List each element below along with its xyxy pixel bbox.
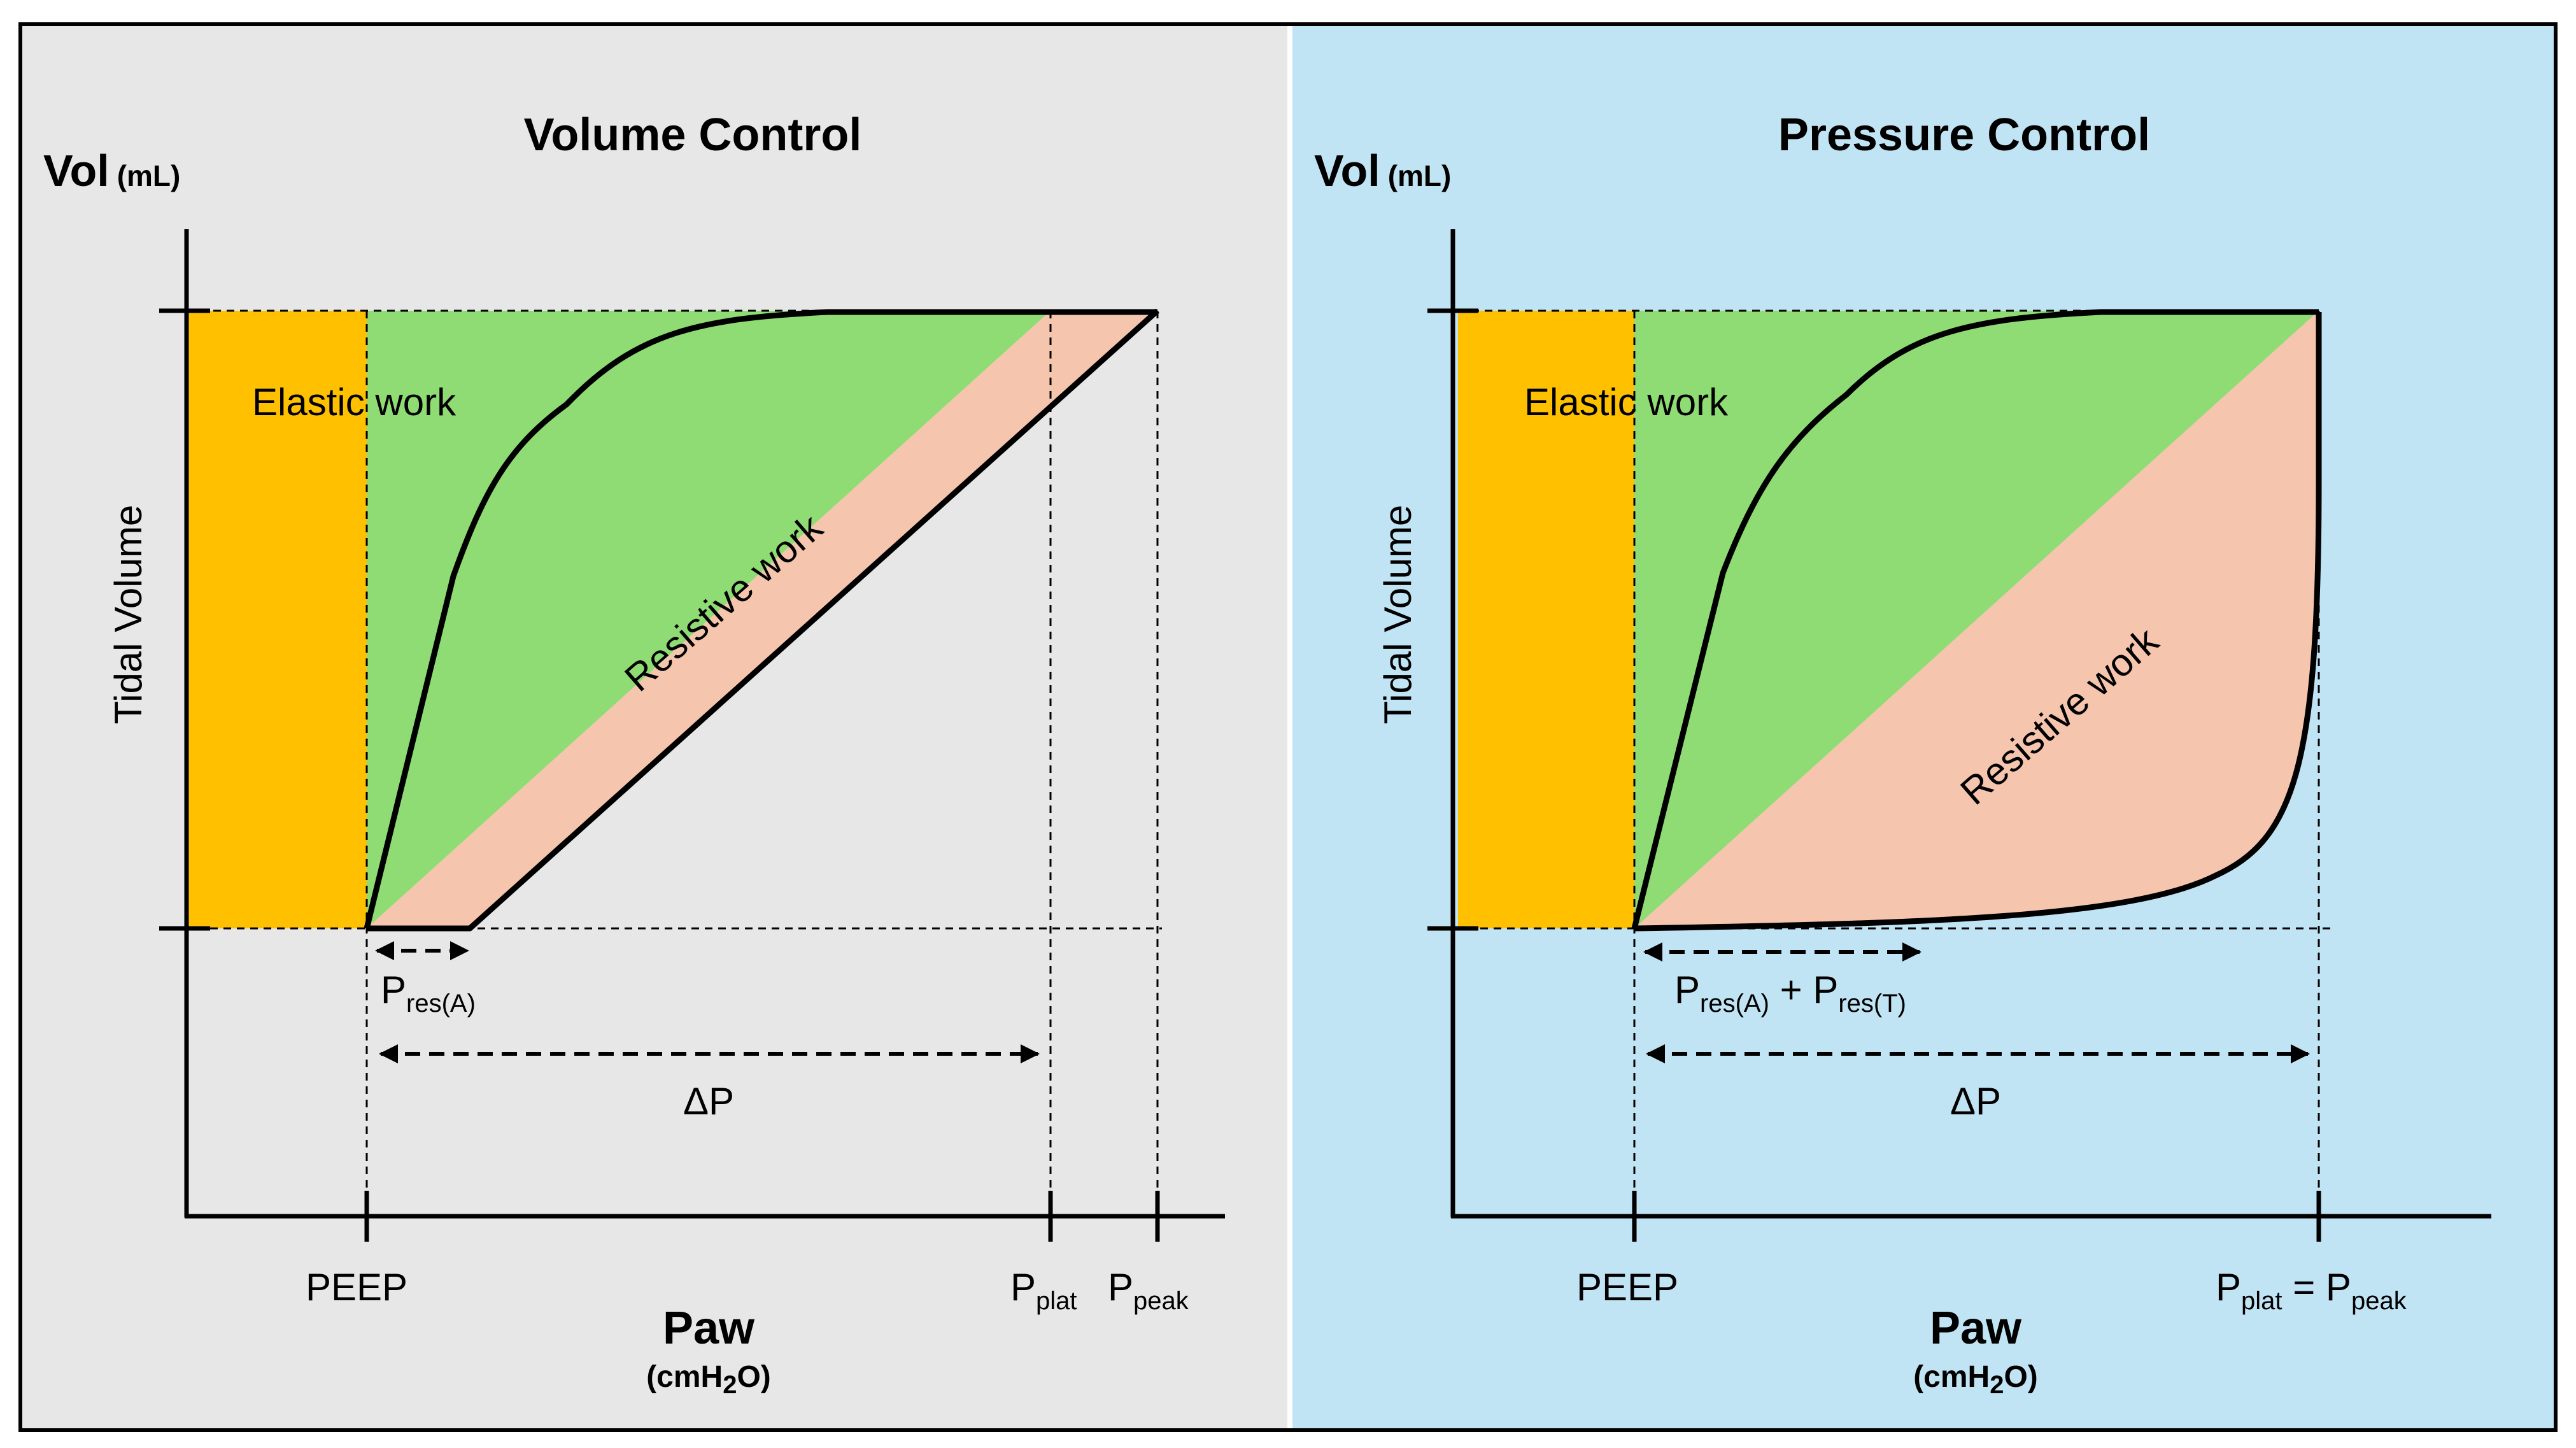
ppeak-label: Ppeak [1108,1266,1189,1315]
y-axis-label: Tidal Volume [107,505,150,725]
x-axis-unit: (cmH2O) [646,1360,771,1399]
pplat-ppeak-label: Pplat = Ppeak [2216,1266,2407,1315]
resistive-limb [367,308,1160,932]
panel-title: Volume Control [524,110,862,160]
y-axis-symbol: Vol (mL) [1314,146,1451,195]
pres-label: Pres(A) [381,969,476,1018]
delta-p-label: ΔP [683,1080,734,1123]
x-axis-unit: (cmH2O) [1913,1360,2038,1399]
figure-border [18,22,2558,1432]
pressure-control-panel: Pressure Control Vol (mL) Elastic work Re… [1292,25,2556,1429]
pres-label: Pres(A) + Pres(T) [1674,969,1906,1018]
y-axis-label: Tidal Volume [1376,505,1419,725]
pplat-label: Pplat [1010,1266,1077,1315]
delta-p-label: ΔP [1950,1080,2001,1123]
peep-label: PEEP [1576,1266,1678,1309]
panel-title: Pressure Control [1778,110,2150,160]
x-axis-symbol: Paw [1930,1303,2022,1354]
inspiratory-curve [364,309,1157,930]
elastic-work-label: Elastic work [1524,381,1729,423]
elastic-work-label: Elastic work [252,381,456,423]
volume-control-panel: Volume Control Vol (mL) Elastic work Resi… [22,25,1287,1429]
peep-region [187,311,367,928]
peep-label: PEEP [306,1266,407,1309]
inspiratory-curve [1631,309,2319,930]
y-axis-symbol: Vol (mL) [43,146,180,195]
resistive-work-region [1634,311,2319,928]
x-axis-symbol: Paw [663,1303,755,1354]
resistive-work-region [367,311,1157,928]
expiratory-curve [1634,312,2322,932]
peep-region [1458,311,1634,928]
